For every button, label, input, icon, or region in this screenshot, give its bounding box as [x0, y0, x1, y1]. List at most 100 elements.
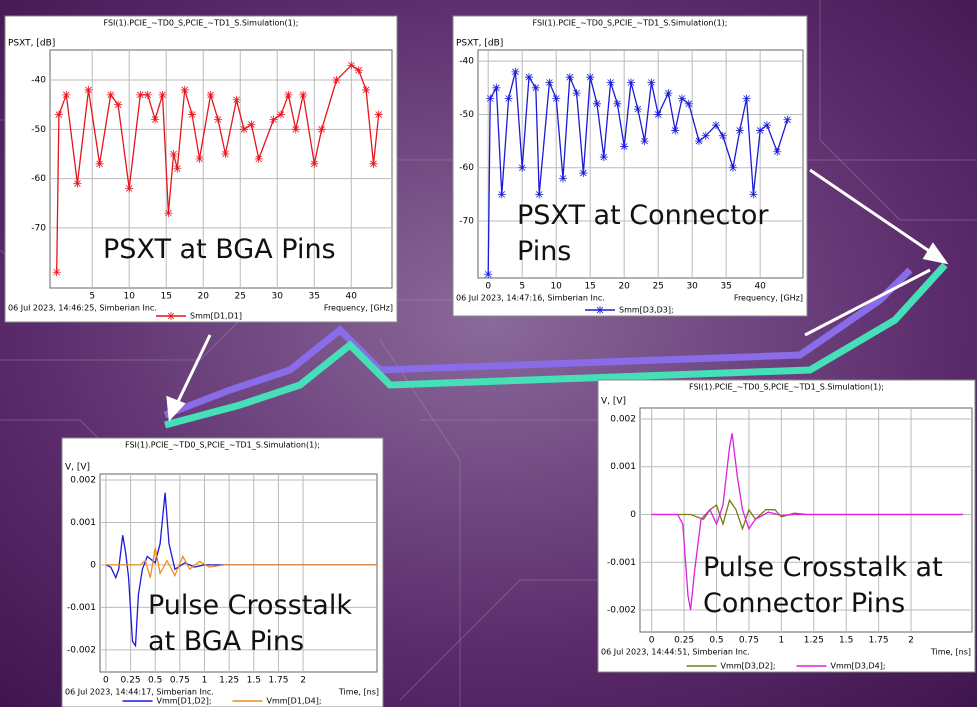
point-marker [254, 154, 263, 163]
y-axis-label: PSXT, [dB] [8, 39, 55, 49]
x-tick-label: 10 [550, 282, 562, 292]
point-marker [52, 268, 61, 277]
x-tick-label: 0 [485, 282, 491, 292]
point-marker [484, 270, 493, 279]
point-marker [773, 147, 782, 156]
point-marker [497, 190, 506, 199]
point-marker [756, 126, 765, 135]
point-marker [654, 110, 663, 119]
x-tick-label: 5 [519, 282, 525, 292]
x-tick-label: 1.25 [804, 636, 824, 646]
point-marker [151, 115, 160, 124]
x-tick-label: 0.25 [121, 676, 141, 686]
point-marker [599, 153, 608, 162]
x-tick-label: 35 [720, 282, 731, 292]
point-marker [647, 78, 656, 87]
data-line [105, 492, 377, 648]
point-marker [762, 121, 771, 130]
point-marker [310, 159, 319, 168]
point-marker [492, 83, 501, 92]
point-marker [486, 94, 495, 103]
annotation: PSXT at BGA Pins [103, 234, 336, 265]
point-marker [374, 110, 383, 119]
y-tick-label: 0.001 [70, 518, 96, 528]
annotation: Pulse Crosstalk at BGA Pins [148, 590, 352, 657]
point-marker [579, 169, 588, 178]
point-marker [633, 105, 642, 114]
x-tick-label: 1 [202, 676, 208, 686]
y-tick-label: -60 [31, 174, 46, 184]
x-tick-label: 2 [300, 676, 306, 686]
x-tick-label: 1.5 [839, 636, 853, 646]
point-marker [106, 90, 115, 99]
y-tick-label: -40 [31, 76, 46, 86]
point-marker [545, 78, 554, 87]
point-marker [565, 73, 574, 82]
y-axis-label: V, [V] [601, 397, 626, 407]
chart-title: FSI(1).PCIE_~TD0_S,PCIE_~TD1_S.Simulatio… [689, 383, 884, 392]
y-tick-label: 0.002 [610, 414, 636, 424]
point-marker [694, 137, 703, 146]
y-tick-label: -0.001 [67, 603, 96, 613]
x-tick-label: 20 [618, 282, 630, 292]
point-marker [125, 184, 134, 193]
point-marker [173, 164, 182, 173]
x-tick-label: 0 [649, 636, 655, 646]
point-marker [362, 85, 371, 94]
point-marker [95, 159, 104, 168]
x-tick-label: 35 [309, 292, 320, 302]
point-marker [291, 125, 300, 134]
x-tick-label: 20 [198, 292, 210, 302]
y-tick-label: 0 [90, 560, 96, 570]
point-marker [677, 94, 686, 103]
y-axis-label: V, [V] [65, 463, 90, 473]
plot-area [639, 407, 973, 633]
point-marker [195, 154, 204, 163]
point-marker [221, 149, 230, 158]
x-tick-label: 25 [652, 282, 663, 292]
x-tick-label: 1 [778, 636, 784, 646]
point-marker [626, 78, 635, 87]
legend-marker [167, 312, 175, 320]
point-marker [54, 110, 63, 119]
x-tick-label: 10 [123, 292, 135, 302]
point-marker [369, 159, 378, 168]
point-marker [620, 142, 629, 151]
footer: 06 Jul 2023, 14:44:51, Simberian Inc. [601, 648, 750, 657]
point-marker [84, 85, 93, 94]
data-line [105, 547, 377, 578]
point-marker [504, 94, 513, 103]
traces [163, 262, 948, 429]
x-tick-label: 40 [754, 282, 766, 292]
point-marker [684, 99, 693, 108]
point-marker [284, 90, 293, 99]
x-tick-label: 30 [686, 282, 698, 292]
plot-area [99, 473, 378, 673]
chart-title: FSI(1).PCIE_~TD0_S,PCIE_~TD1_S.Simulatio… [104, 19, 299, 28]
point-marker [606, 78, 615, 87]
y-tick-label: -60 [459, 163, 474, 173]
x-axis-label: Time, [ns] [338, 688, 379, 697]
point-marker [299, 90, 308, 99]
x-tick-label: 1.25 [219, 676, 239, 686]
point-marker [73, 179, 82, 188]
point-marker [664, 89, 673, 98]
x-tick-label: 1.75 [869, 636, 889, 646]
y-tick-label: -0.002 [607, 606, 636, 616]
point-marker [613, 99, 622, 108]
point-marker [552, 94, 561, 103]
point-marker [671, 126, 680, 135]
legend-label: Smm[D3,D3]; [619, 306, 674, 315]
annotation: PSXT at Connector Pins [517, 200, 769, 267]
point-marker [728, 163, 737, 172]
y-tick-label: 0.001 [610, 462, 636, 472]
point-marker [188, 110, 197, 119]
y-tick-label: -50 [31, 125, 46, 135]
x-tick-label: 0 [103, 676, 109, 686]
point-marker [143, 90, 152, 99]
x-tick-label: 0.5 [709, 636, 723, 646]
point-marker [62, 90, 71, 99]
point-marker [276, 110, 285, 119]
